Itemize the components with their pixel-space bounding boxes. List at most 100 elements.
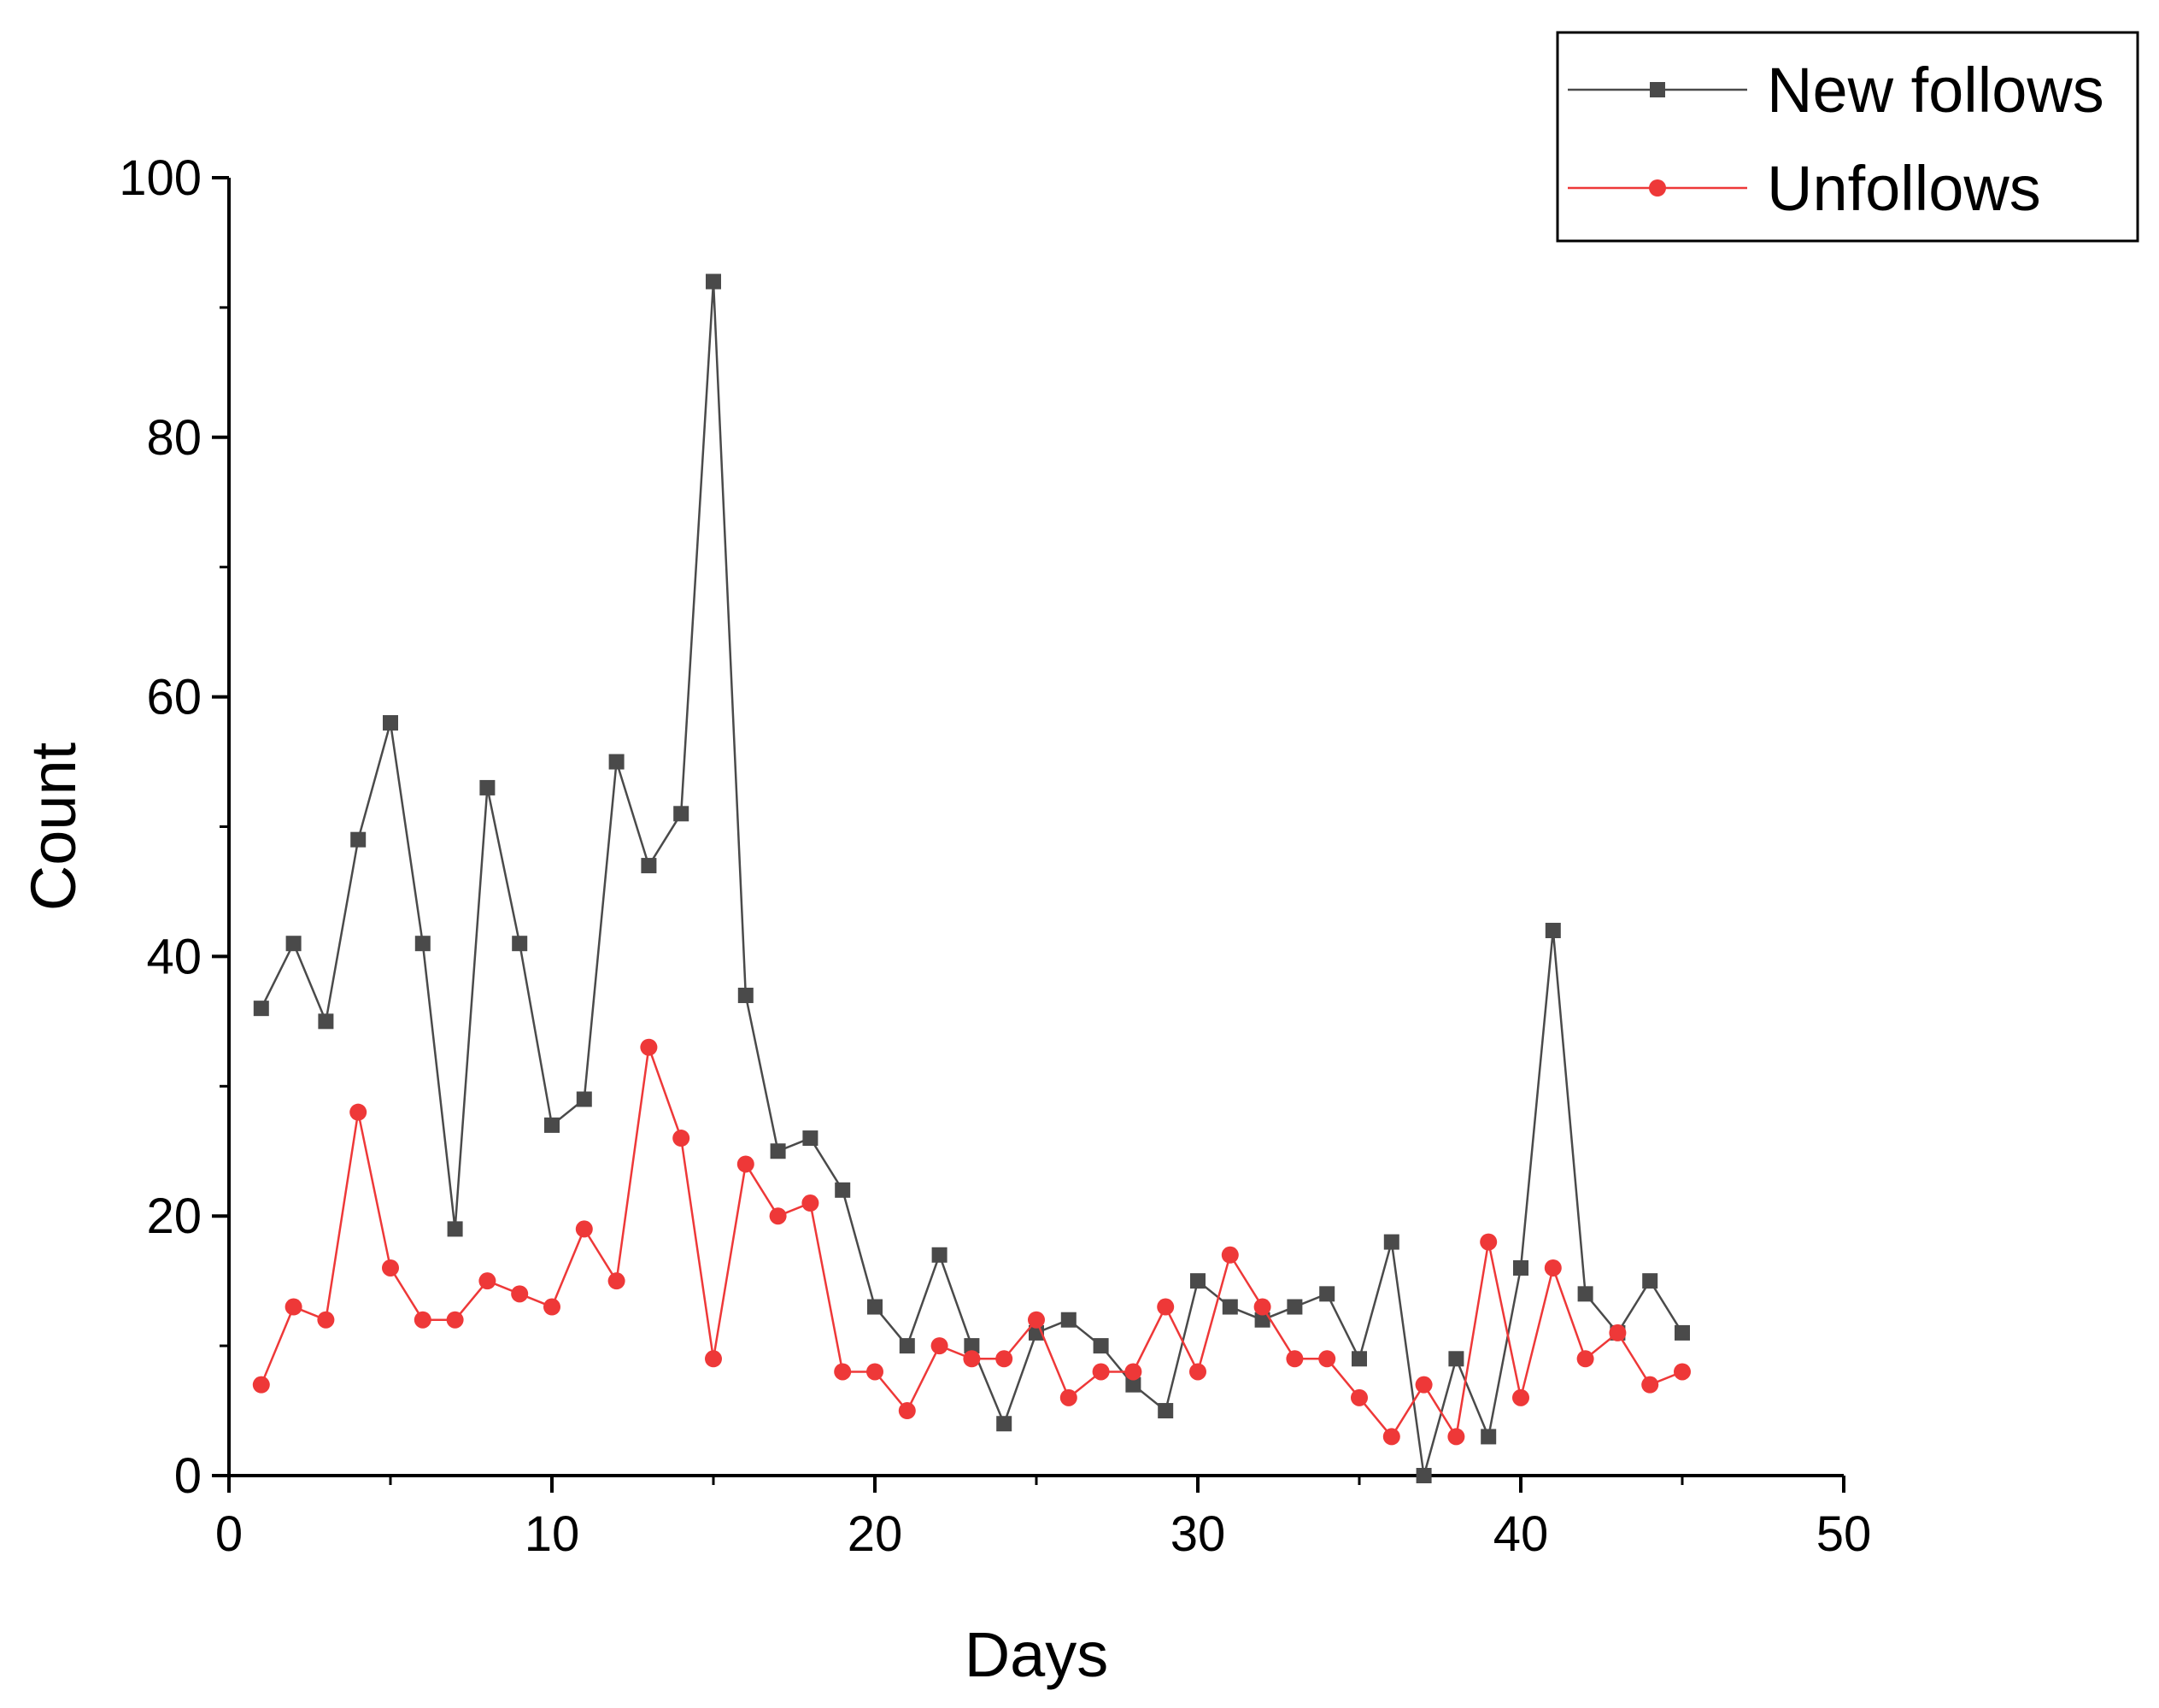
axes <box>227 178 1844 1477</box>
data-point <box>478 1272 496 1290</box>
data-point <box>1254 1312 1270 1328</box>
y-tick-label: 100 <box>119 150 202 206</box>
data-point <box>995 1350 1013 1368</box>
data-point <box>1544 1259 1562 1277</box>
data-point <box>446 1311 464 1329</box>
data-point <box>1093 1338 1109 1354</box>
data-point <box>511 1285 529 1303</box>
ticks: 0 10 20 30 40 50 0 20 40 60 80 100 <box>119 150 1871 1562</box>
data-point <box>1382 1428 1400 1446</box>
data-point <box>1481 1429 1497 1445</box>
data-point <box>1545 923 1561 939</box>
data-point <box>802 1130 818 1147</box>
data-point <box>350 831 367 848</box>
data-point <box>479 779 496 795</box>
data-point <box>608 754 625 770</box>
data-point <box>1674 1363 1691 1381</box>
data-point <box>1351 1388 1368 1406</box>
data-point <box>1447 1428 1465 1446</box>
data-point <box>383 714 398 731</box>
x-axis-title: Days <box>965 1619 1109 1690</box>
data-point <box>930 1337 948 1355</box>
legend-item-2: Unfollows <box>1568 153 2041 224</box>
x-tick-label: 50 <box>1816 1506 1872 1562</box>
data-point <box>447 1221 463 1237</box>
data-point <box>1609 1324 1627 1341</box>
data-point <box>1059 1388 1077 1406</box>
data-point <box>1383 1234 1399 1250</box>
data-point <box>1448 1351 1464 1367</box>
data-point <box>769 1207 787 1225</box>
data-point <box>285 1298 302 1316</box>
data-point <box>317 1311 335 1329</box>
series-layer <box>252 273 1691 1483</box>
data-point <box>1124 1363 1142 1381</box>
data-point <box>253 1001 269 1017</box>
legend: New follows Unfollows <box>1556 31 2139 243</box>
data-point <box>1513 1259 1528 1276</box>
data-point <box>576 1091 592 1107</box>
data-point <box>898 1402 916 1420</box>
x-tick-label: 0 <box>215 1506 243 1562</box>
data-point <box>1642 1273 1658 1289</box>
data-point <box>1480 1233 1498 1251</box>
data-point <box>1158 1403 1174 1419</box>
series-1 <box>253 273 1690 1483</box>
data-point <box>1577 1286 1593 1302</box>
data-point <box>736 1155 754 1173</box>
data-point <box>414 1311 431 1329</box>
data-point <box>1189 1363 1206 1381</box>
data-point <box>1287 1299 1303 1315</box>
data-point <box>1028 1311 1045 1329</box>
data-point <box>1352 1351 1367 1367</box>
data-point <box>964 1338 980 1354</box>
data-point <box>607 1272 625 1290</box>
data-point <box>349 1103 367 1121</box>
data-point <box>963 1350 981 1368</box>
y-tick-label: 0 <box>174 1448 202 1504</box>
data-point <box>996 1416 1012 1432</box>
data-point <box>1157 1298 1175 1316</box>
legend-box <box>1556 31 2139 243</box>
y-tick-label: 40 <box>146 929 202 984</box>
data-point <box>1253 1298 1271 1316</box>
data-point <box>543 1298 560 1316</box>
data-point <box>640 1038 658 1056</box>
data-point <box>770 1143 786 1159</box>
x-tick-label: 10 <box>525 1506 580 1562</box>
data-point <box>705 1350 722 1368</box>
data-point <box>1512 1388 1529 1406</box>
data-point <box>1641 1376 1659 1394</box>
y-tick-label: 60 <box>146 670 202 725</box>
series-2 <box>252 1038 1691 1446</box>
data-point <box>899 1338 915 1354</box>
x-tick-label: 30 <box>1170 1506 1226 1562</box>
data-point <box>834 1363 852 1381</box>
data-point <box>1415 1376 1433 1394</box>
data-point <box>512 936 528 952</box>
data-point <box>672 1130 690 1147</box>
legend-label: Unfollows <box>1767 153 2041 224</box>
legend-marker <box>1650 82 1665 97</box>
data-point <box>1222 1299 1238 1315</box>
data-point <box>1286 1350 1304 1368</box>
y-tick-label: 80 <box>146 410 202 466</box>
data-point <box>382 1259 399 1277</box>
data-point <box>737 987 754 1003</box>
data-point <box>318 1013 334 1030</box>
data-point <box>801 1194 819 1212</box>
data-point <box>931 1247 947 1263</box>
data-point <box>866 1363 883 1381</box>
x-tick-label: 40 <box>1493 1506 1549 1562</box>
data-point <box>706 273 721 290</box>
data-point <box>673 806 689 822</box>
data-point <box>1092 1363 1110 1381</box>
data-point <box>1221 1246 1239 1264</box>
data-point <box>414 936 431 952</box>
data-point <box>867 1299 883 1315</box>
legend-item-1: New follows <box>1568 55 2104 126</box>
data-point <box>285 936 302 952</box>
data-point <box>1675 1324 1690 1341</box>
